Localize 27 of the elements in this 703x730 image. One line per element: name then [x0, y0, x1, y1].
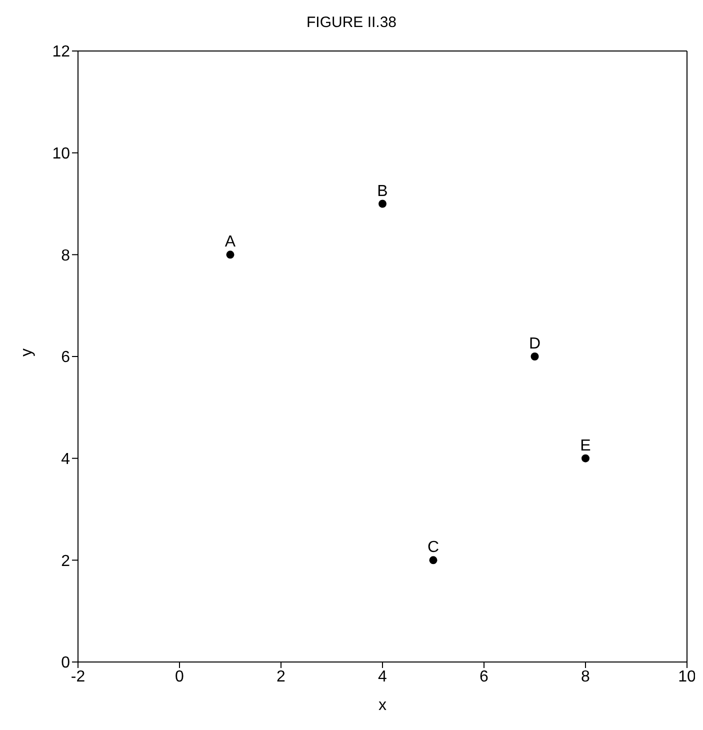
y-tick-label: 6 — [61, 349, 70, 366]
y-tick-label: 10 — [52, 146, 70, 163]
annotation: C — [427, 539, 440, 556]
point — [226, 250, 234, 259]
point — [582, 454, 590, 462]
point — [378, 200, 386, 208]
annotation: E — [580, 437, 591, 454]
x-tick-label: 6 — [480, 668, 489, 686]
x-tick-label: 0 — [175, 668, 184, 686]
chart-title: FIGURE II.38 — [305, 13, 398, 33]
point — [530, 352, 539, 360]
x-tick-label: -2 — [70, 668, 86, 686]
y-tick-label: 8 — [61, 247, 70, 264]
x-tick-label: 2 — [276, 668, 286, 686]
annotation: D — [528, 336, 541, 352]
x-tick-label: 10 — [678, 668, 696, 686]
y-tick-label: 0 — [61, 654, 70, 672]
x-axis-title: x — [378, 697, 386, 714]
y-tick-label: 2 — [61, 552, 70, 570]
y-tick-label: 12 — [52, 44, 70, 61]
point — [429, 556, 438, 564]
y-tick-label: 4 — [61, 451, 70, 468]
annotation: B — [377, 182, 388, 200]
x-tick-label: 4 — [378, 668, 388, 686]
annotation: A — [224, 234, 236, 251]
y-axis-title: y — [18, 348, 36, 356]
x-tick-label: 8 — [581, 668, 590, 686]
